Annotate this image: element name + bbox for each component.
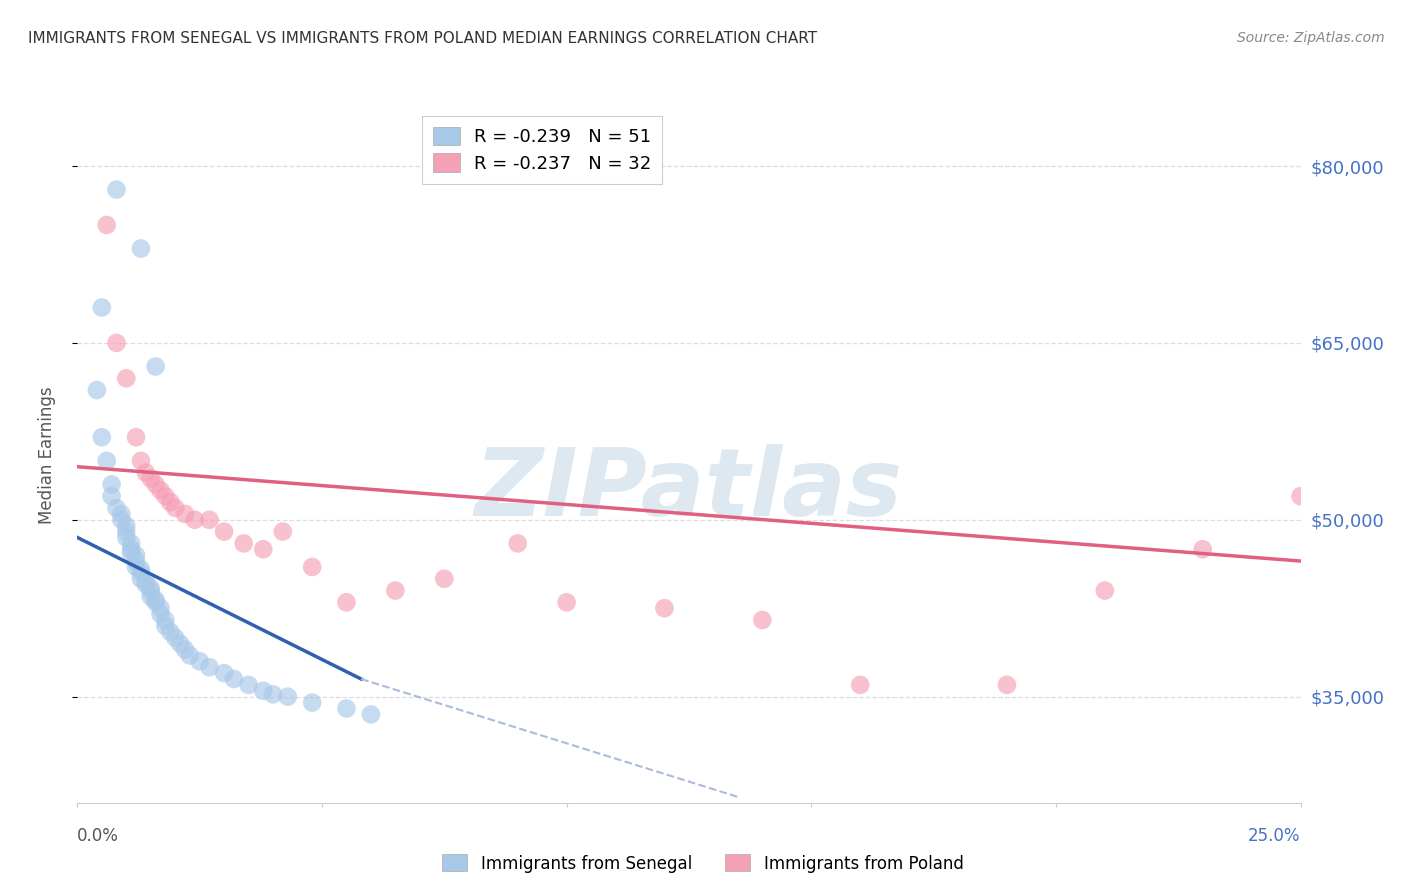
Legend: Immigrants from Senegal, Immigrants from Poland: Immigrants from Senegal, Immigrants from… xyxy=(436,847,970,880)
Point xyxy=(139,471,162,485)
Text: 25.0%: 25.0% xyxy=(1249,827,1301,845)
Point xyxy=(139,590,162,604)
Point xyxy=(135,577,157,591)
Point xyxy=(115,531,138,545)
Point xyxy=(198,513,221,527)
Point xyxy=(1191,542,1213,557)
Point xyxy=(384,583,406,598)
Point xyxy=(100,477,122,491)
Point xyxy=(90,301,112,315)
Point xyxy=(100,489,122,503)
Point xyxy=(188,654,211,668)
Point xyxy=(125,560,148,574)
Point xyxy=(159,495,181,509)
Point xyxy=(155,489,177,503)
Point xyxy=(115,371,138,385)
Point xyxy=(125,430,148,444)
Point xyxy=(139,581,162,595)
Point xyxy=(165,500,187,515)
Point xyxy=(96,454,118,468)
Point xyxy=(751,613,773,627)
Point xyxy=(120,542,142,557)
Point xyxy=(129,562,152,576)
Text: IMMIGRANTS FROM SENEGAL VS IMMIGRANTS FROM POLAND MEDIAN EARNINGS CORRELATION CH: IMMIGRANTS FROM SENEGAL VS IMMIGRANTS FR… xyxy=(28,31,817,46)
Legend: R = -0.239   N = 51, R = -0.237   N = 32: R = -0.239 N = 51, R = -0.237 N = 32 xyxy=(422,116,662,184)
Point xyxy=(129,566,152,580)
Point xyxy=(198,660,221,674)
Point xyxy=(135,466,157,480)
Point xyxy=(252,683,274,698)
Point xyxy=(129,572,152,586)
Point xyxy=(149,601,172,615)
Point xyxy=(149,483,172,498)
Point xyxy=(139,583,162,598)
Point xyxy=(232,536,254,550)
Point xyxy=(120,536,142,550)
Point xyxy=(96,218,118,232)
Point xyxy=(1094,583,1116,598)
Point xyxy=(252,542,274,557)
Point xyxy=(155,613,177,627)
Point xyxy=(179,648,201,663)
Point xyxy=(120,546,142,560)
Point xyxy=(360,707,382,722)
Point xyxy=(433,572,456,586)
Point xyxy=(125,548,148,562)
Point xyxy=(105,500,128,515)
Point xyxy=(105,335,128,350)
Text: Source: ZipAtlas.com: Source: ZipAtlas.com xyxy=(1237,31,1385,45)
Point xyxy=(301,696,323,710)
Point xyxy=(271,524,294,539)
Point xyxy=(86,383,108,397)
Point xyxy=(129,454,152,468)
Text: 0.0%: 0.0% xyxy=(77,827,120,845)
Point xyxy=(145,359,167,374)
Point xyxy=(149,607,172,621)
Point xyxy=(184,513,207,527)
Point xyxy=(145,595,167,609)
Point xyxy=(301,560,323,574)
Point xyxy=(262,687,284,701)
Point xyxy=(125,554,148,568)
Point xyxy=(145,477,167,491)
Point xyxy=(654,601,676,615)
Point xyxy=(995,678,1018,692)
Point xyxy=(174,507,197,521)
Point xyxy=(277,690,299,704)
Y-axis label: Median Earnings: Median Earnings xyxy=(38,386,56,524)
Point xyxy=(110,507,132,521)
Point xyxy=(115,518,138,533)
Point xyxy=(159,624,181,639)
Point xyxy=(238,678,260,692)
Point xyxy=(1289,489,1312,503)
Point xyxy=(335,595,357,609)
Point xyxy=(335,701,357,715)
Point xyxy=(135,574,157,588)
Point xyxy=(222,672,245,686)
Point xyxy=(212,524,235,539)
Point xyxy=(212,666,235,681)
Point xyxy=(145,593,167,607)
Point xyxy=(555,595,578,609)
Point xyxy=(506,536,529,550)
Point xyxy=(129,242,152,256)
Point xyxy=(165,631,187,645)
Point xyxy=(115,524,138,539)
Point xyxy=(155,619,177,633)
Text: ZIPatlas: ZIPatlas xyxy=(475,443,903,536)
Point xyxy=(110,513,132,527)
Point xyxy=(174,642,197,657)
Point xyxy=(169,637,191,651)
Point xyxy=(105,183,128,197)
Point xyxy=(90,430,112,444)
Point xyxy=(849,678,872,692)
